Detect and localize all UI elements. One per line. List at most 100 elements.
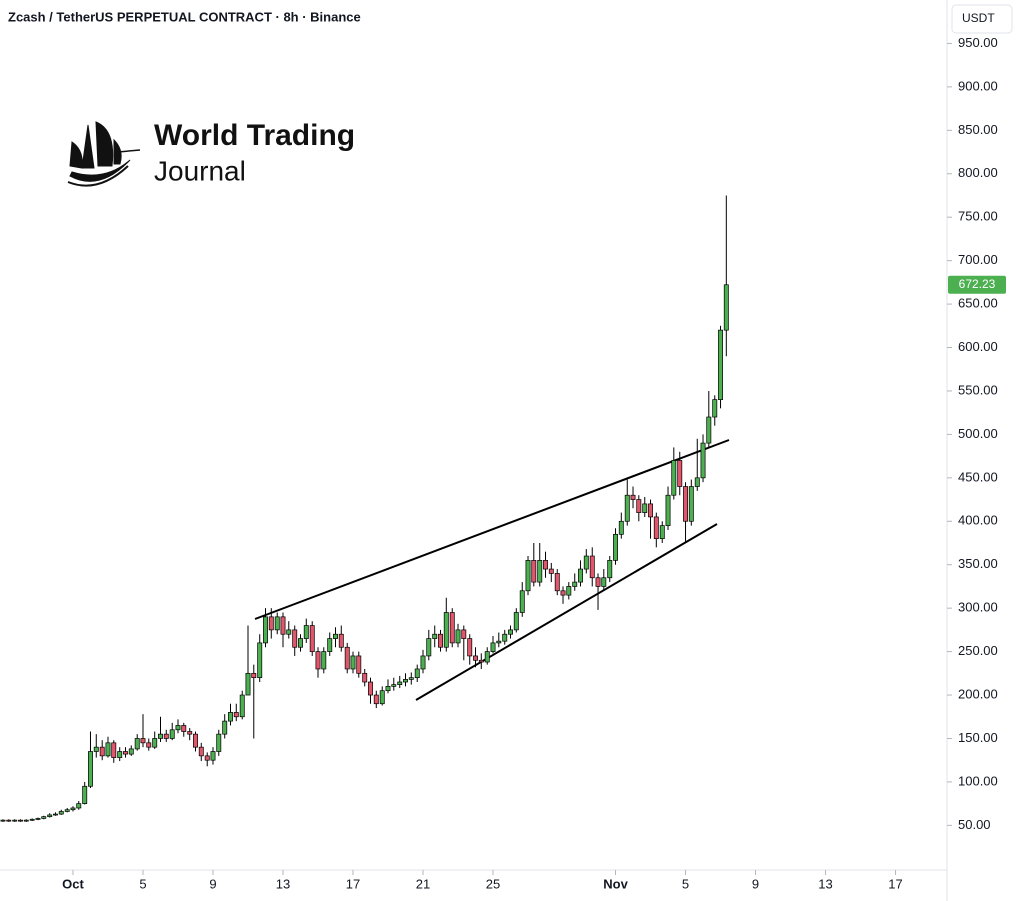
y-tick-label: 850.00 <box>958 122 998 137</box>
candle-body <box>210 751 216 761</box>
candle-body <box>228 712 233 722</box>
candle-body <box>356 655 362 674</box>
candle-body <box>105 742 111 757</box>
candle-body <box>636 499 642 513</box>
candle-body <box>368 681 373 696</box>
candle-body <box>64 809 70 812</box>
y-tick-label: 450.00 <box>958 469 998 484</box>
candle-body <box>601 577 607 587</box>
candle-body <box>152 738 158 748</box>
candle-body <box>309 625 315 652</box>
chart-title: Zcash / TetherUS PERPETUAL CONTRACT · 8h… <box>8 9 361 24</box>
candle-body <box>455 629 461 644</box>
candle-body <box>140 738 146 744</box>
candle-body <box>677 460 683 487</box>
y-tick-label: 200.00 <box>958 686 998 701</box>
candle-body <box>414 668 420 679</box>
x-tick-label: 5 <box>139 876 146 891</box>
candle-body <box>0 819 6 822</box>
candle-body <box>642 503 648 513</box>
x-tick-label: 21 <box>416 876 430 891</box>
candle-body <box>560 590 566 596</box>
candle-body <box>595 577 601 587</box>
candle-body <box>694 477 700 487</box>
y-tick-label: 250.00 <box>958 643 998 658</box>
candle-body <box>222 720 228 735</box>
candle-body <box>566 586 572 596</box>
y-tick-label: 50.00 <box>958 817 991 832</box>
candle-body <box>216 733 222 752</box>
candle-body <box>298 638 303 648</box>
x-tick-label: 13 <box>818 876 832 891</box>
currency: USDT <box>962 11 995 25</box>
candle-body <box>29 818 35 821</box>
candle-body <box>292 629 298 648</box>
candle-body <box>473 655 478 661</box>
candle-body <box>93 746 99 752</box>
candle-body <box>467 638 473 657</box>
trendline-upper <box>254 439 730 620</box>
x-tick-label: 25 <box>486 876 500 891</box>
candle-body <box>204 755 210 761</box>
candle-body <box>362 672 368 683</box>
candle-body <box>449 612 455 644</box>
candle-body <box>531 560 537 583</box>
candle-body <box>426 638 432 657</box>
candle-body <box>12 819 18 822</box>
candle-body <box>607 560 613 579</box>
candle-body <box>6 819 12 822</box>
candle-body <box>338 633 344 648</box>
candle-body <box>712 399 718 418</box>
candle-body <box>700 442 706 479</box>
candle-body <box>653 516 659 540</box>
candle-body <box>286 629 292 635</box>
candle-body <box>554 573 560 592</box>
y-tick-label: 400.00 <box>958 513 998 528</box>
currency-box[interactable] <box>951 4 1013 34</box>
candle-body <box>146 742 152 748</box>
candle-body <box>461 629 467 639</box>
candle-body <box>23 819 29 822</box>
candle-body <box>723 284 729 331</box>
candle-body <box>268 616 274 631</box>
candle-body <box>508 629 513 635</box>
candle-body <box>82 785 88 804</box>
candle-body <box>496 640 502 644</box>
candle-body <box>630 494 636 500</box>
candle-body <box>88 751 93 787</box>
candle-body <box>718 329 723 400</box>
candle-body <box>648 503 653 518</box>
candle-body <box>193 733 198 748</box>
x-tick-label: 9 <box>752 876 759 891</box>
candle-body <box>41 816 47 819</box>
candle-body <box>280 616 286 635</box>
candle-body <box>438 633 443 648</box>
candle-body <box>134 738 140 750</box>
candle-body <box>169 729 175 739</box>
candle-body <box>70 807 76 811</box>
candle-body <box>484 651 490 663</box>
candle-body <box>578 568 583 583</box>
candle-body <box>613 533 618 561</box>
x-tick-label: Oct <box>62 876 84 891</box>
candle-body <box>525 560 531 592</box>
x-tick-label: 5 <box>682 876 689 891</box>
y-tick-label: 500.00 <box>958 426 998 441</box>
candle-body <box>175 725 181 731</box>
candle-body <box>537 560 543 583</box>
candles <box>0 195 729 822</box>
x-tick-label: 17 <box>346 876 360 891</box>
last-price-label: 672.23 <box>959 277 996 291</box>
candle-body <box>315 651 321 670</box>
candle-body <box>420 655 426 670</box>
brand-subname: Journal <box>154 155 246 186</box>
candle-body <box>583 555 589 570</box>
y-tick-label: 600.00 <box>958 339 998 354</box>
candle-body <box>239 694 245 718</box>
candle-body <box>158 733 163 739</box>
candle-body <box>385 686 391 692</box>
candle-body <box>432 633 438 639</box>
candle-body <box>303 625 309 639</box>
y-tick-label: 800.00 <box>958 165 998 180</box>
candle-body <box>333 633 338 639</box>
